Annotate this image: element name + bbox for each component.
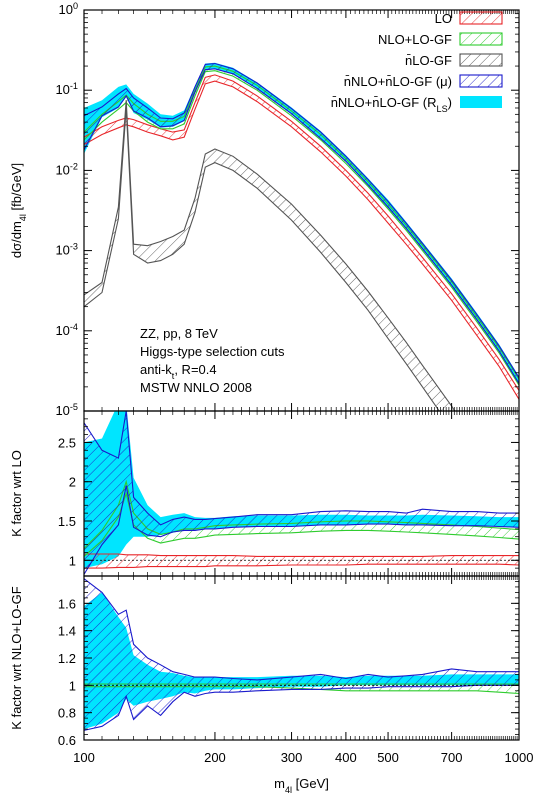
annotation-text: anti-kt, R=0.4 (140, 362, 217, 381)
upper-edge-n-nlo-n-lo-gf (84, 62, 519, 378)
legend: LO NLO+LO-GF n̄LO-GF n̄NLO+n̄LO-GF (μ) n̄NLO… (331, 11, 503, 114)
legend-label: n̄NLO+n̄LO-GF (RLS) (331, 95, 452, 114)
legend-swatch (459, 74, 503, 88)
band-lo (84, 554, 519, 569)
upper-edge-lo (84, 74, 519, 391)
x-tick-label: 300 (281, 750, 303, 765)
y-axis-label: dσ/dm4l [fb/GeV] (9, 163, 28, 258)
bands-ratio-nlo (84, 578, 519, 731)
legend-swatch (460, 96, 502, 108)
y-tick-label: 10-5 (55, 402, 78, 418)
y-tick-label: 0.8 (58, 706, 76, 721)
y-tick-label: 1 (69, 553, 76, 568)
band-n-lo-gf (84, 100, 455, 411)
lower-edge-lo (84, 563, 519, 569)
plot-frame (83, 575, 520, 741)
panel-ratio-nlo: 0.6 0.8 1 1.2 1.4 1.6 K factor wrt NLO+LO-GF (9, 575, 520, 748)
x-tick-label: 1000 (505, 750, 534, 765)
legend-swatch (459, 53, 503, 67)
band-nlo-lo-gf (84, 481, 519, 557)
y-tick-label: 10-1 (55, 81, 78, 97)
y-tick-label: 1.4 (58, 624, 76, 639)
x-axis-label: m4l [GeV] (274, 776, 329, 795)
legend-label: n̄NLO+n̄LO-GF (μ) (344, 74, 452, 89)
upper-edge-n-nlo-n-lo-gf (84, 578, 519, 681)
panel-main: 10-5 10-4 10-3 10-2 10-1 100 dσ/dm4l [fb/GeV] L… (9, 1, 520, 418)
series-n-nlo-n-lo-gf (84, 578, 519, 731)
annotation-text: Higgs-type selection cuts (140, 344, 285, 359)
upper-edge-lo (84, 553, 519, 557)
lower-edge-lo (84, 80, 519, 400)
annotation-block: ZZ, pp, 8 TeV Higgs-type selection cuts an… (140, 326, 285, 395)
y-tick-label: 0.6 (58, 733, 76, 748)
y-axis-label: K factor wrt LO (9, 450, 24, 537)
bands-ratio-lo (84, 411, 519, 575)
y-tick-label: 2.5 (58, 435, 76, 450)
x-tick-label: 700 (441, 750, 463, 765)
y-tick-label: 10-3 (55, 242, 78, 258)
y-tick-label: 1.2 (58, 651, 76, 666)
x-tick-label: 100 (73, 750, 95, 765)
series-n-lo-gf (84, 100, 456, 411)
bands-main (84, 62, 519, 411)
annotation-text: ZZ, pp, 8 TeV (140, 326, 218, 341)
band-n-nlo-n-lo-gf-rls (84, 411, 519, 569)
x-tick-label: 400 (335, 750, 357, 765)
upper-edge-n-nlo-n-lo-gf (84, 411, 519, 526)
y-tick-label: 10-2 (55, 161, 78, 177)
upper-edge-n-lo-gf (84, 100, 456, 411)
y-tick-label: 100 (58, 1, 78, 17)
lower-edge-n-lo-gf (84, 107, 440, 411)
y-axis-label: K factor wrt NLO+LO-GF (9, 586, 24, 729)
lower-edge-n-nlo-n-lo-gf (84, 68, 519, 384)
annotation-text: MSTW NNLO 2008 (140, 380, 252, 395)
y-tick-label: 2 (69, 475, 76, 490)
y-tick-label: 1.6 (58, 596, 76, 611)
y-tick-label: 10-4 (55, 322, 78, 338)
legend-swatch (459, 32, 503, 46)
legend-swatch (459, 11, 503, 25)
panel-ratio-lo: 1 1.5 2 2.5 K factor wrt LO (9, 410, 520, 577)
legend-label: n̄LO-GF (405, 53, 452, 68)
series-n-nlo-n-lo-gf (84, 411, 519, 575)
legend-label: NLO+LO-GF (378, 32, 452, 47)
x-tick-label: 500 (377, 750, 399, 765)
band-n-nlo-n-lo-gf (84, 578, 519, 731)
lower-edge-n-nlo-n-lo-gf (84, 485, 519, 575)
lower-edge-n-nlo-n-lo-gf (84, 684, 519, 731)
band-n-nlo-n-lo-gf (84, 411, 519, 575)
legend-label: LO (435, 11, 452, 26)
series-lo (84, 74, 519, 400)
band-n-nlo-n-lo-gf (84, 63, 519, 384)
y-tick-label: 1 (69, 678, 76, 693)
y-tick-label: 1.5 (58, 514, 76, 529)
series-lo (84, 553, 519, 569)
series-n-nlo-n-lo-gf (84, 62, 519, 384)
plot-frame (83, 410, 520, 577)
x-tick-label: 200 (204, 750, 226, 765)
series-n-nlo-n-lo-gf-rls (84, 411, 519, 569)
